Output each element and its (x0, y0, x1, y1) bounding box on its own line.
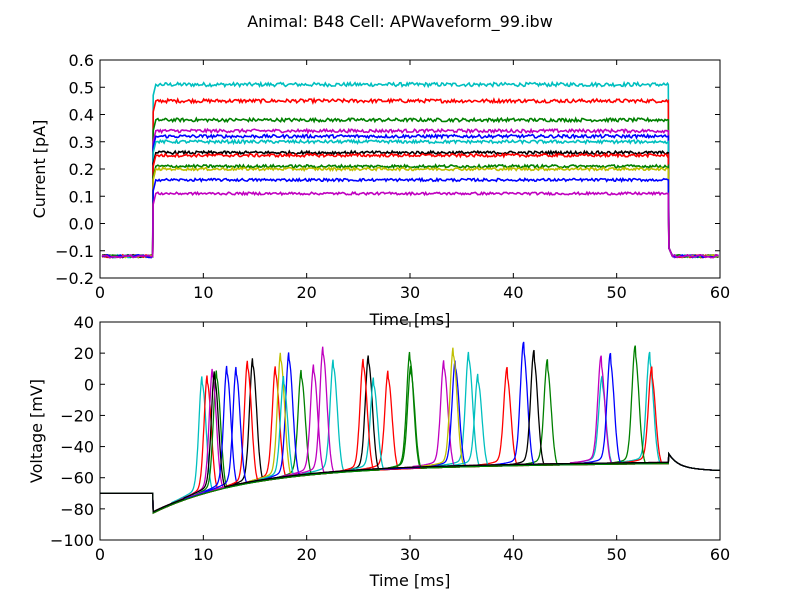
voltage-ytick-label: −100 (50, 531, 94, 550)
current-xtick-label: 60 (710, 283, 730, 302)
current-xtick-label: 40 (503, 283, 523, 302)
voltage-ytick-label: −60 (60, 469, 94, 488)
voltage-xtick-label: 20 (296, 545, 316, 564)
current-ytick-label: 0.4 (69, 106, 94, 125)
current-xtick-label: 20 (296, 283, 316, 302)
current-series-line (101, 127, 719, 259)
voltage-traces (100, 341, 721, 515)
voltage-ylabel: Voltage [mV] (27, 379, 46, 483)
voltage-xtick-label: 10 (193, 545, 213, 564)
voltage-ytick-label: −40 (60, 438, 94, 457)
voltage-series-line (100, 371, 721, 513)
current-series-line (102, 138, 720, 259)
voltage-ytick-label: 0 (84, 375, 94, 394)
current-xlabel: Time [ms] (369, 310, 451, 329)
current-ytick-label: 0.1 (69, 187, 94, 206)
current-ytick-label: 0.3 (69, 133, 94, 152)
voltage-xtick-label: 50 (606, 545, 626, 564)
current-xtick-label: 50 (606, 283, 626, 302)
voltage-xlabel: Time [ms] (369, 571, 451, 590)
current-series-line (101, 190, 719, 259)
current-series-line (101, 132, 719, 259)
current-xtick-label: 0 (95, 283, 105, 302)
voltage-xtick-label: 40 (503, 545, 523, 564)
voltage-series-line (100, 373, 721, 514)
current-series-line (101, 163, 719, 259)
voltage-ytick-label: 40 (74, 313, 94, 332)
voltage-ytick-label: −80 (60, 500, 94, 519)
current-series-line (102, 165, 719, 259)
current-ytick-label: −0.1 (55, 242, 94, 261)
current-series-line (101, 96, 719, 259)
current-ytick-label: 0.2 (69, 160, 94, 179)
current-ytick-label: 0.0 (69, 215, 94, 234)
voltage-xtick-label: 30 (400, 545, 420, 564)
voltage-ytick-label: 20 (74, 344, 94, 363)
voltage-xtick-label: 60 (710, 545, 730, 564)
current-ylabel: Current [pA] (30, 120, 49, 219)
current-series-line (101, 176, 719, 259)
current-ytick-label: 0.6 (69, 51, 94, 70)
current-series-line (101, 80, 719, 259)
voltage-ticks: 0 10 20 30 40 50 60 −100 −80 −60 −40 −20 0 20 40 (50, 313, 730, 564)
voltage-series-line (100, 345, 721, 515)
current-xtick-label: 10 (193, 283, 213, 302)
voltage-plot: 0 10 20 30 40 50 60 −100 −80 −60 −40 −20 0 20 40 Volta… (27, 313, 730, 590)
voltage-xtick-label: 0 (95, 545, 105, 564)
voltage-ytick-label: −20 (60, 406, 94, 425)
current-ticks: 0 10 20 30 40 50 60 −0.2 −0.1 0.0 0.1 0.2 0.3 0.4 0.5 0… (55, 51, 730, 302)
current-plot: 0 10 20 30 40 50 60 −0.2 −0.1 0.0 0.1 0.2 0.3 0.4 0.5 0… (30, 51, 730, 329)
current-xtick-label: 30 (400, 283, 420, 302)
current-traces (101, 80, 720, 259)
current-series-line (101, 152, 719, 259)
current-series-line (102, 149, 719, 259)
voltage-series-line (100, 365, 721, 515)
current-ytick-label: −0.2 (55, 269, 94, 288)
figure-suptitle: Animal: B48 Cell: APWaveform_99.ibw (247, 12, 553, 32)
current-ytick-label: 0.5 (69, 78, 94, 97)
current-series-line (102, 116, 720, 259)
